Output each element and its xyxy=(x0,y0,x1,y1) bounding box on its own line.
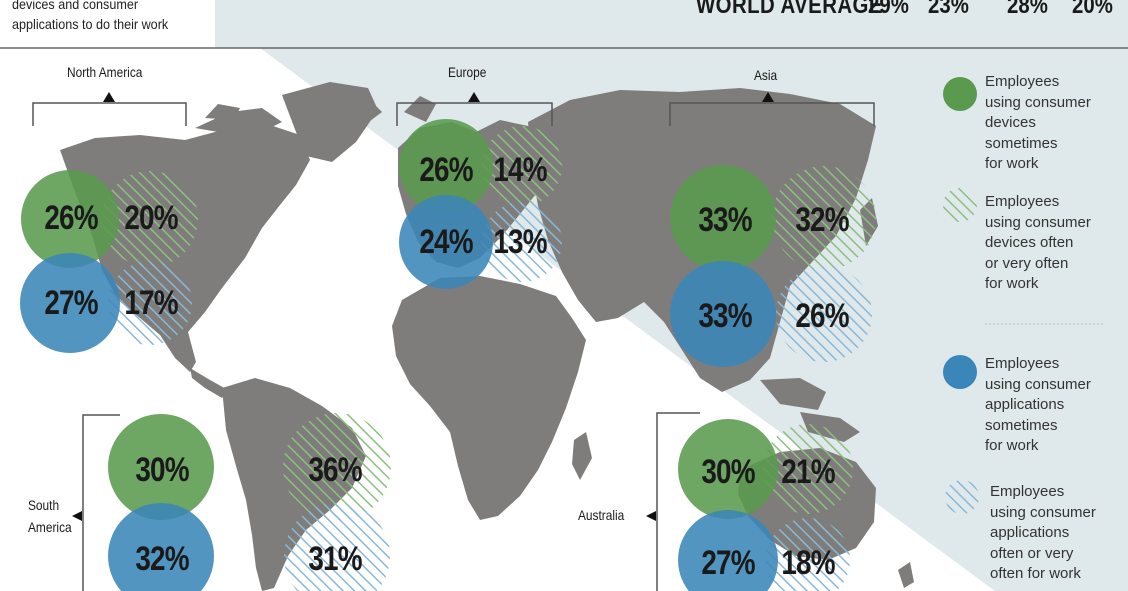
legend-line: devices often xyxy=(985,234,1074,251)
region-label-australia: Australia xyxy=(578,507,625,523)
intro-text: devices and consumer applications to do … xyxy=(12,0,168,34)
au-devices-sometimes-circle xyxy=(678,419,778,519)
sa-devices-sometimes-circle xyxy=(108,414,214,520)
sa-devices-often-label: 36% xyxy=(308,451,362,489)
legend-apps-often: Employees using consumer applications of… xyxy=(990,482,1128,585)
legend-line: sometimes xyxy=(985,416,1058,434)
au-devices-sometimes-label: 30% xyxy=(701,453,755,491)
sa-apps-sometimes-label: 32% xyxy=(135,540,189,578)
eu-apps-sometimes-label: 24% xyxy=(419,223,473,261)
na-apps-often-circle xyxy=(108,261,192,345)
region-label-europe: Europe xyxy=(448,64,487,80)
eu-apps-sometimes-circle xyxy=(399,195,493,289)
legend-line: applications xyxy=(990,524,1070,541)
sa-apps-often-circle xyxy=(284,503,390,591)
au-apps-sometimes-label: 27% xyxy=(701,544,755,582)
world-average-label: WORLD AVERAGE xyxy=(696,0,883,19)
asia-devices-often-label: 32% xyxy=(795,201,849,239)
legend-apps-sometimes: Employees using consumer applications so… xyxy=(985,354,1125,457)
legend-swatch-3 xyxy=(945,480,979,514)
eu-devices-often-circle xyxy=(482,126,562,206)
legend-swatch-layer xyxy=(943,77,979,514)
circle-layer xyxy=(20,119,876,591)
intro-line-2: applications to do their work xyxy=(12,16,169,32)
eu-devices-sometimes-label: 26% xyxy=(419,151,473,189)
asia-apps-often-label: 26% xyxy=(795,297,849,335)
na-devices-sometimes-circle xyxy=(21,170,119,268)
legend-line: or very often xyxy=(985,254,1069,272)
world-average-devices-sometimes: 29% xyxy=(868,0,909,19)
na-apps-often-label: 17% xyxy=(124,284,178,322)
au-devices-often-circle xyxy=(763,424,853,514)
legend-line: using consumer xyxy=(985,213,1091,231)
legend-line: often for work xyxy=(990,565,1081,582)
legend-line: Employees xyxy=(990,483,1065,500)
sa-devices-sometimes-label: 30% xyxy=(135,451,189,489)
eu-devices-often-label: 14% xyxy=(493,151,547,189)
region-label-south-america: South America xyxy=(28,497,72,535)
region-label-north-america: North America xyxy=(67,64,143,80)
na-apps-sometimes-circle xyxy=(20,253,120,353)
legend-line: using consumer xyxy=(985,93,1091,111)
legend-line: Employees xyxy=(985,73,1060,90)
sa-devices-often-circle xyxy=(283,413,391,521)
eu-devices-sometimes-circle xyxy=(399,119,493,213)
asia-apps-sometimes-label: 33% xyxy=(698,297,752,335)
world-average-apps-often: 20% xyxy=(1072,0,1113,19)
legend-swatch-2 xyxy=(943,355,977,389)
legend-line: sometimes xyxy=(985,134,1058,152)
legend-swatch-1 xyxy=(943,188,977,222)
region-pointers xyxy=(72,92,774,521)
legend-line: Employees xyxy=(985,193,1060,210)
legend-line: Employees xyxy=(985,355,1060,372)
legend-devices-sometimes: Employees using consumer devices sometim… xyxy=(985,72,1125,175)
legend-line: for work xyxy=(985,155,1039,172)
world-average-devices-often: 23% xyxy=(928,0,969,19)
sa-apps-often-label: 31% xyxy=(308,540,362,578)
legend-swatch-0 xyxy=(943,77,977,111)
legend-devices-often: Employees using consumer devices often o… xyxy=(985,192,1125,295)
au-devices-often-label: 21% xyxy=(781,453,835,491)
na-devices-often-circle xyxy=(102,171,198,267)
asia-apps-often-circle xyxy=(776,266,872,362)
intro-line-1: devices and consumer xyxy=(12,0,139,12)
legend-line: devices xyxy=(985,114,1036,131)
eu-apps-often-label: 13% xyxy=(493,223,547,261)
na-devices-sometimes-label: 26% xyxy=(44,199,98,237)
na-apps-sometimes-label: 27% xyxy=(44,284,98,322)
asia-apps-sometimes-circle xyxy=(670,261,776,367)
na-devices-often-label: 20% xyxy=(124,199,178,237)
legend-line: for work xyxy=(985,437,1039,454)
legend-line: for work xyxy=(985,275,1039,292)
au-apps-often-circle xyxy=(766,518,850,591)
world-average-apps-sometimes: 28% xyxy=(1007,0,1048,19)
au-apps-often-label: 18% xyxy=(781,544,835,582)
region-brackets xyxy=(32,102,875,591)
legend-line: using consumer xyxy=(990,503,1096,521)
sa-apps-sometimes-circle xyxy=(108,503,214,591)
au-apps-sometimes-circle xyxy=(678,510,778,591)
asia-devices-sometimes-label: 33% xyxy=(698,201,752,239)
legend-line: using consumer xyxy=(985,375,1091,393)
asia-devices-sometimes-circle xyxy=(670,165,776,271)
asia-devices-often-circle xyxy=(772,166,876,270)
legend-line: often or very xyxy=(990,544,1074,562)
legend-line: applications xyxy=(985,396,1065,413)
eu-apps-often-circle xyxy=(482,202,562,282)
region-label-asia: Asia xyxy=(754,67,778,83)
